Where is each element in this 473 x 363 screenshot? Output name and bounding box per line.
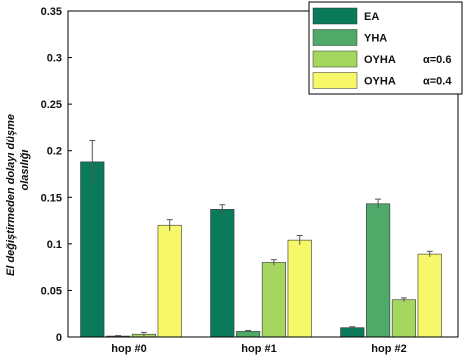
y-tick-label: 0.1 xyxy=(47,239,62,251)
legend-swatch xyxy=(312,7,358,25)
y-axis-ticks: 0 0.05 0.1 0.15 0.2 0.25 0.3 0.35 xyxy=(41,6,72,344)
bars xyxy=(80,161,442,338)
error-bars xyxy=(89,139,433,337)
x-category-label: hop #1 xyxy=(241,343,276,355)
bar xyxy=(287,239,312,338)
bar xyxy=(417,253,442,338)
y-tick-label: 0.25 xyxy=(41,99,62,111)
y-axis-title: El değiştirmeden dolayı düşme olasılığı xyxy=(5,114,31,276)
bar xyxy=(366,203,391,338)
y-tick-label: 0.35 xyxy=(41,6,62,18)
legend-entry: OYHA xyxy=(364,76,396,88)
y-tick-label: 0.2 xyxy=(47,146,62,158)
bar xyxy=(210,209,235,338)
legend-entry: YHA xyxy=(364,33,387,45)
bar xyxy=(261,262,286,338)
legend-entry: OYHA xyxy=(364,54,396,66)
plot-frame xyxy=(67,10,459,338)
legend-swatch xyxy=(312,72,358,89)
y-tick-label: 0.05 xyxy=(41,285,62,297)
y-tick-label: 0 xyxy=(56,332,62,344)
y-tick-label: 0.3 xyxy=(47,53,62,65)
legend-swatch xyxy=(312,50,358,68)
bar xyxy=(80,161,105,338)
bar xyxy=(340,327,365,338)
y-tick-label: 0.15 xyxy=(41,192,62,204)
legend-alpha-label: α=0.6 xyxy=(423,54,451,66)
y-axis-label-line1: El değiştirmeden dolayı düşme xyxy=(5,114,17,276)
legend-alpha-label: α=0.4 xyxy=(423,76,452,88)
bar xyxy=(391,299,416,338)
y-axis-label-line2: olasılığı xyxy=(19,150,31,191)
bar xyxy=(157,224,182,338)
legend: EA YHA OYHA α=0.6 OYHA α=0.4 xyxy=(308,1,463,95)
x-category-label: hop #0 xyxy=(111,343,146,355)
legend-entry: EA xyxy=(364,11,379,23)
x-axis-categories: hop #0 hop #1 hop #2 xyxy=(111,343,406,355)
x-category-label: hop #2 xyxy=(371,343,406,355)
legend-swatch xyxy=(312,29,358,46)
